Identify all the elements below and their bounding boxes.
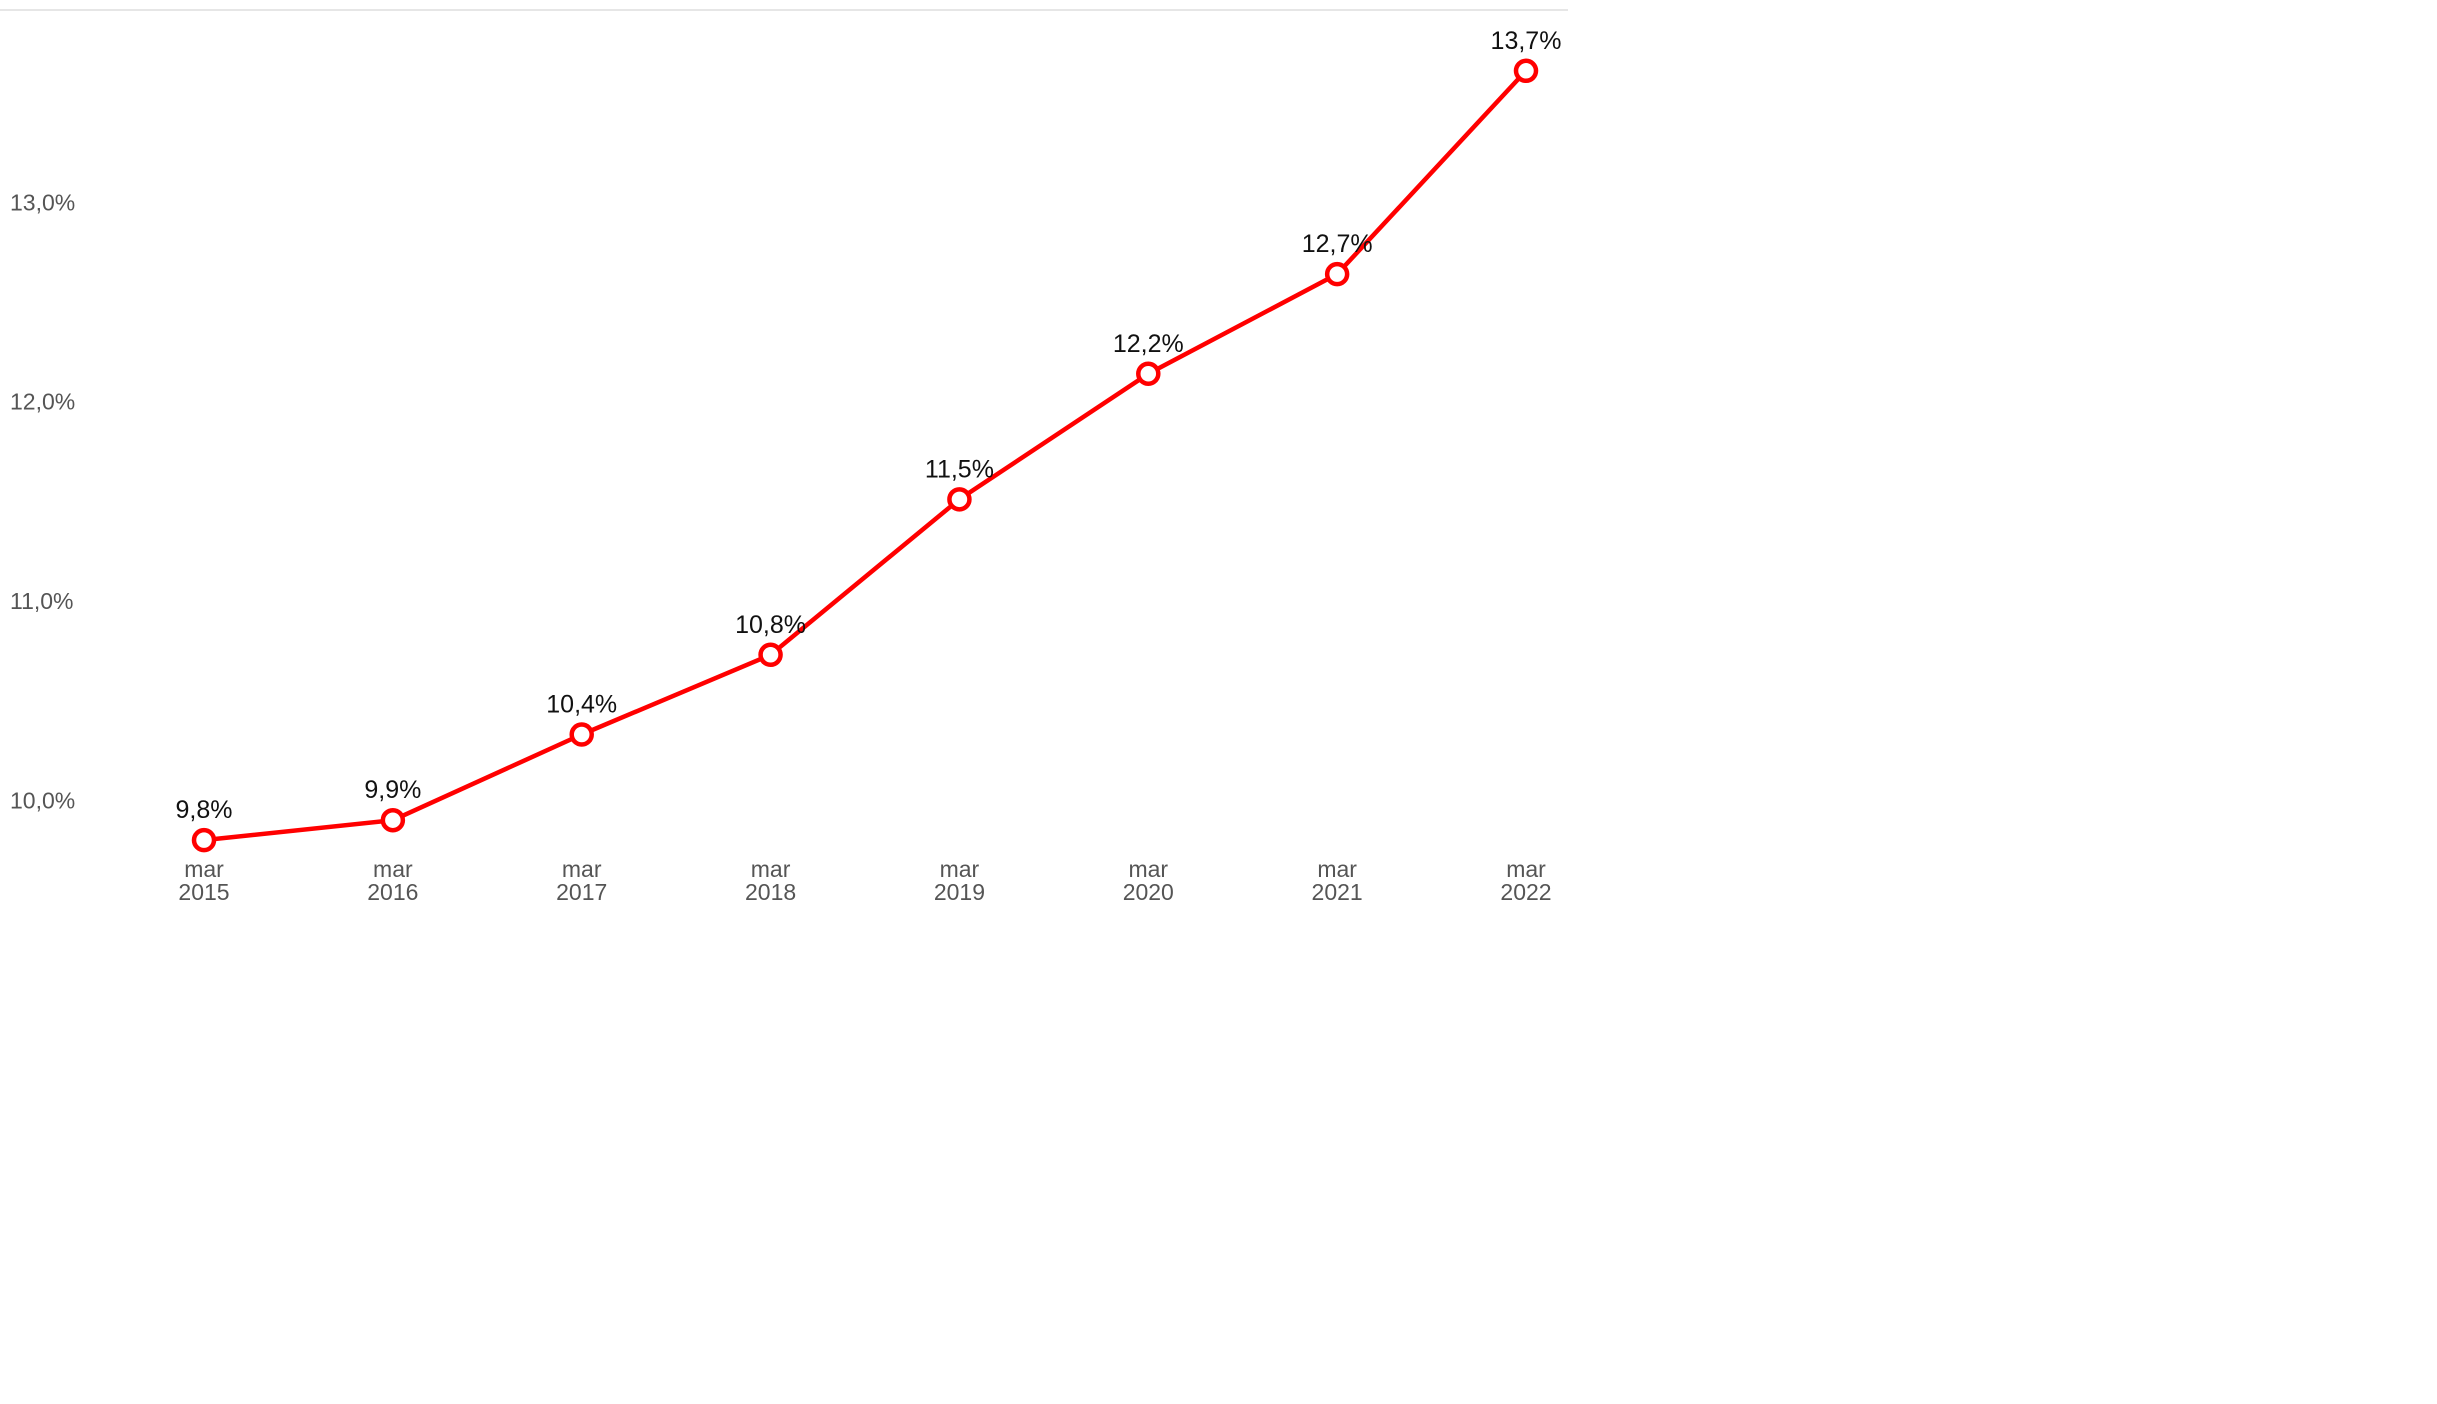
data-point xyxy=(1513,58,1539,84)
x-tick-label: mar xyxy=(184,856,224,882)
x-tick-label: 2021 xyxy=(1312,879,1363,903)
x-tick-label: 2017 xyxy=(556,879,607,903)
x-tick-label: 2019 xyxy=(934,879,985,903)
data-label: 12,7% xyxy=(1302,230,1373,258)
data-label: 11,5% xyxy=(925,455,994,483)
data-label: 10,4% xyxy=(546,691,617,719)
x-axis: mar2015mar2016mar2017mar2018mar2019mar20… xyxy=(178,856,1551,903)
x-tick-label: mar xyxy=(562,856,602,882)
chart: 10,0% 11,0% 12,0% 13,0% mar 2015 mar 2016 mar 20… xyxy=(0,0,1568,903)
x-tick-label: mar xyxy=(751,856,791,882)
x-tick-label: 2016 xyxy=(367,879,418,903)
chart-canvas: 10,0%11,0%12,0%13,0% mar2015mar2016mar20… xyxy=(0,9,1568,903)
x-tick-label: 2018 xyxy=(745,879,796,903)
y-tick-label: 12,0% xyxy=(10,389,75,415)
x-tick-label: 2020 xyxy=(1123,879,1174,903)
y-tick-label: 13,0% xyxy=(10,189,75,215)
x-tick-label: 2015 xyxy=(178,879,229,903)
data-label: 12,2% xyxy=(1113,330,1184,358)
x-tick-label: mar xyxy=(1506,856,1546,882)
series-line xyxy=(201,68,1529,843)
x-tick-label: mar xyxy=(1128,856,1168,882)
series-layer: 9,8% 9,9% 10,4% 10,8% 11,5% 12,2% 12,7% 13,7% xyxy=(176,27,1562,853)
data-point xyxy=(380,807,406,833)
x-tick-label: mar xyxy=(940,856,980,882)
data-point xyxy=(758,642,783,668)
x-tick-label: mar xyxy=(1317,856,1357,882)
data-label: 10,8% xyxy=(735,611,806,639)
data-label: 9,9% xyxy=(364,776,421,804)
x-tick-label: mar xyxy=(373,856,413,882)
data-point xyxy=(569,722,594,747)
y-axis: 10,0% 11,0% 12,0% 13,0% xyxy=(10,189,75,813)
data-label: 9,8% xyxy=(176,796,233,824)
data-label: 13,7% xyxy=(1491,27,1562,55)
data-point xyxy=(191,827,217,853)
data-point xyxy=(1324,261,1350,287)
x-tick-label: 2022 xyxy=(1500,879,1551,903)
y-tick-label: 10,0% xyxy=(10,787,75,813)
y-tick-label: 11,0% xyxy=(10,588,74,614)
data-point xyxy=(1136,361,1161,387)
data-point xyxy=(947,487,972,512)
